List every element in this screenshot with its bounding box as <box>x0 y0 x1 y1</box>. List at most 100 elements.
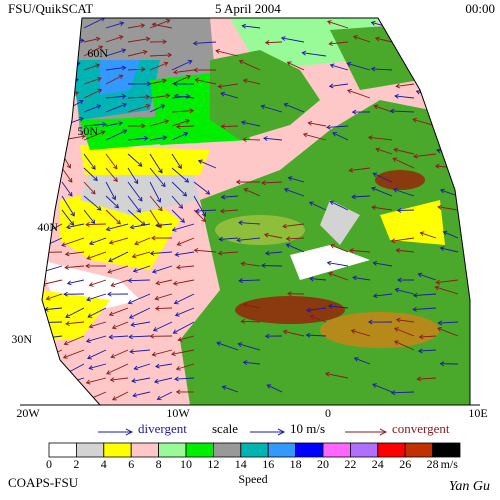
wind-arrow-head <box>434 118 439 124</box>
wind-arrow <box>171 60 192 71</box>
wind-arrow <box>42 39 64 43</box>
lon-label: 10E <box>468 406 487 420</box>
wind-arrow-head <box>218 236 224 242</box>
wind-arrow-head <box>238 59 244 65</box>
wind-arrow <box>176 125 195 128</box>
wind-arrow-head <box>22 362 25 366</box>
colorbar-box <box>212 442 242 458</box>
wind-arrow-head <box>19 383 23 387</box>
wind-arrow-head <box>88 282 94 287</box>
wind-arrow-head <box>66 163 71 169</box>
lat-label: 60N <box>87 46 108 60</box>
wind-arrow-head <box>129 349 134 354</box>
wind-arrow <box>153 321 173 332</box>
wind-arrow-head <box>73 91 79 96</box>
wind-arrow <box>171 132 188 141</box>
wind-arrow <box>83 123 106 127</box>
wind-arrow-head <box>161 182 166 188</box>
wind-arrow-head <box>197 159 203 165</box>
wind-arrow-head <box>98 45 104 50</box>
wind-arrow-head <box>97 88 103 94</box>
wind-arrow-head <box>134 240 139 246</box>
wind-arrow-head <box>285 243 291 248</box>
wind-arrow-head <box>142 49 148 55</box>
wind-arrow-head <box>96 104 102 109</box>
wind-arrow <box>65 307 85 318</box>
wind-arrow <box>420 232 437 239</box>
wind-arrow-head <box>194 77 200 83</box>
wind-arrow <box>175 251 195 256</box>
wind-arrow <box>65 321 85 325</box>
wind-arrow <box>176 363 195 370</box>
wind-arrow-head <box>186 74 191 80</box>
wind-arrow-head <box>151 351 157 357</box>
wind-arrow-head <box>51 61 57 66</box>
colorbar-tick: 20 <box>317 457 329 471</box>
wind-arrow-head <box>442 230 448 236</box>
wind-arrow <box>193 195 206 217</box>
wind-arrow <box>373 172 393 183</box>
wind-arrow-head <box>260 104 266 110</box>
wind-arrow-head <box>350 329 356 334</box>
wind-arrow <box>127 104 150 113</box>
wind-arrow <box>130 349 151 353</box>
wind-arrow-head <box>21 352 25 356</box>
wind-arrow-head <box>349 248 354 254</box>
wind-arrow-head <box>282 329 288 335</box>
wind-arrow <box>353 35 371 43</box>
wind-arrow <box>325 373 349 379</box>
wind-arrow <box>149 62 168 71</box>
wind-arrow-head <box>412 306 417 312</box>
wind-arrow-head <box>59 38 65 43</box>
wind-arrow-head <box>394 287 400 293</box>
wind-arrow <box>218 251 239 254</box>
wind-arrow-head <box>132 268 138 273</box>
wind-arrow <box>221 195 239 198</box>
wind-arrow-head <box>127 278 133 284</box>
wind-arrow <box>284 103 305 113</box>
wind-arrow-head <box>437 320 443 326</box>
wind-arrow-head <box>201 217 206 223</box>
wind-arrow-head <box>329 63 335 69</box>
wind-arrow <box>83 181 96 195</box>
wind-arrow <box>65 251 85 255</box>
wind-arrow-head <box>108 311 114 317</box>
wind-arrow <box>16 308 40 309</box>
wind-arrow-head <box>367 319 373 325</box>
wind-arrow-head <box>189 108 195 114</box>
colorbar-box <box>240 442 269 458</box>
wind-arrow <box>86 293 107 301</box>
wind-arrow <box>354 357 371 365</box>
wind-arrow-head <box>140 23 146 29</box>
wind-arrow <box>281 37 305 43</box>
key-scale: scale <box>212 421 238 436</box>
lon-label: 10W <box>166 406 190 420</box>
wind-arrow <box>435 286 459 295</box>
wind-arrow-head <box>263 136 268 141</box>
wind-arrow <box>110 377 129 381</box>
wind-arrow-head <box>111 195 116 201</box>
key: divergent scale 10 m/s convergent <box>98 421 450 436</box>
wind-arrow-head <box>201 212 206 218</box>
wind-arrow-head <box>154 305 160 311</box>
wind-arrow <box>373 262 393 267</box>
wind-arrow-head <box>330 243 335 249</box>
colorbar-unit: m/s <box>441 457 459 471</box>
wind-arrow <box>391 391 415 394</box>
colorbar-box <box>103 442 132 458</box>
wind-arrow-head <box>328 271 333 277</box>
wind-arrow-head <box>19 325 23 329</box>
wind-arrow-head <box>85 263 90 269</box>
wind-arrow-head <box>151 268 157 274</box>
wind-arrow <box>19 238 40 245</box>
wind-arrow <box>417 377 437 380</box>
wind-arrow <box>438 321 459 324</box>
wind-arrow-head <box>305 332 311 338</box>
wind-arrow <box>418 349 437 352</box>
colorbar-tick: 2 <box>73 457 79 471</box>
wind-arrow <box>194 249 217 253</box>
wind-arrow <box>241 262 261 267</box>
wind-arrow-head <box>282 223 287 229</box>
wind-arrow <box>222 386 239 393</box>
wind-arrow <box>89 321 107 328</box>
